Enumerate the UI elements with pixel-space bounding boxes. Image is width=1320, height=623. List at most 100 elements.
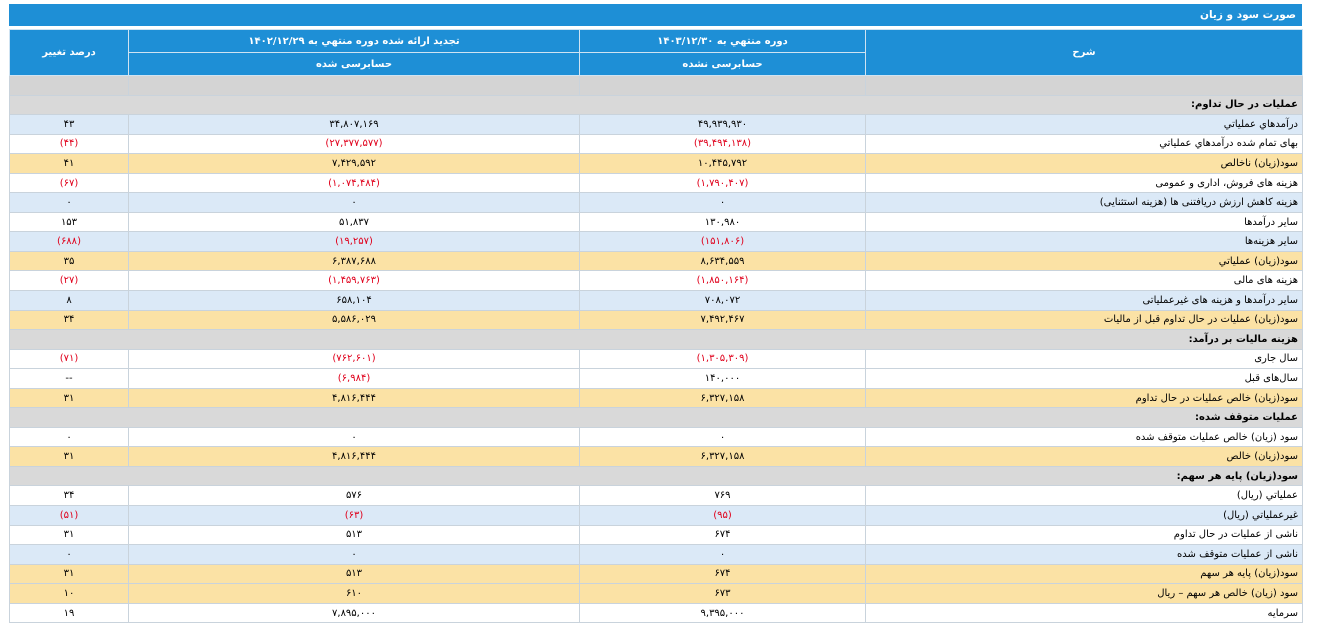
current-value: ۷۶۹ [579,485,866,507]
row-label: ناشی از عملیات در حال تداوم [865,524,1303,546]
current-value: (۱,۸۵۰,۱۶۴) [579,270,866,292]
row-label: سود (زيان) خالص هر سهم – ريال [865,583,1303,604]
change-percent: ۳۱ [9,563,129,585]
current-value: ۷۰۸,۰۷۲ [579,290,866,311]
spacer-row [9,75,1303,96]
change-percent: (۶۷) [9,172,129,194]
row-label: غيرعملياتي (ريال) [865,505,1303,526]
change-percent: (۵۱) [9,505,129,526]
current-value: ۰ [579,544,866,565]
change-percent: -- [9,368,129,389]
table-row: ساير درآمدها و هزينه هاى غيرعملياتى ۷۰۸,۰… [9,290,1303,311]
change-percent: (۶۸۸) [9,231,129,252]
panel-title: صورت سود و زیان [9,4,1302,29]
previous-value: ۶۵۸,۱۰۴ [128,290,580,311]
col-header-pct: درصد تغییر [9,29,129,76]
section-header-row: هزینه ماليات بر درآمد: [9,329,1303,350]
change-percent: ۴۳ [9,114,129,135]
table-row: سود(زيان) عمليات در حال تداوم قبل از مال… [9,309,1303,331]
col-header-current: دوره منتهي به ۱۴۰۳/۱۲/۳۰ [579,29,866,53]
section-title: هزینه ماليات بر درآمد: [9,329,1303,350]
change-percent: (۷۱) [9,348,129,370]
current-value: ۶۷۳ [579,583,866,604]
current-value: ۷,۴۹۲,۴۶۷ [579,309,866,331]
table-row: ساير درآمدها ۱۳۰,۹۸۰ ۵۱,۸۳۷ ۱۵۳ [9,211,1303,233]
previous-value: ۷,۴۲۹,۵۹۲ [128,153,580,174]
previous-audit-status: حسابرسی شده [128,52,580,76]
income-statement-table: شرح دوره منتهي به ۱۴۰۳/۱۲/۳۰ تجدید ارائه… [9,29,1303,623]
income-statement-panel: صورت سود و زیان شرح دوره منتهي به ۱۴۰۳/۱… [9,4,1303,623]
current-value: (۱۵۱,۸۰۶) [579,231,866,252]
previous-value: ۵۱,۸۳۷ [128,211,580,233]
previous-value: (۱۹,۲۵۷) [128,231,580,252]
current-value: ۶۷۴ [579,524,866,546]
previous-value: ۵,۵۸۶,۰۲۹ [128,309,580,331]
row-label: سال‌های قبل [865,368,1303,389]
table-row: عملياتي (ريال) ۷۶۹ ۵۷۶ ۳۴ [9,485,1303,507]
previous-value: ۰ [128,544,580,565]
section-title: سود(زيان) پايه هر سهم: [9,465,1303,487]
previous-value: ۷,۸۹۵,۰۰۰ [128,602,580,623]
table-row: سایر هزینه‌ها (۱۵۱,۸۰۶) (۱۹,۲۵۷) (۶۸۸) [9,231,1303,252]
current-value: ۶,۳۲۷,۱۵۸ [579,387,866,409]
row-label: ساير درآمدها [865,211,1303,233]
current-value: (۱,۷۹۰,۴۰۷) [579,172,866,194]
current-value: (۹۵) [579,505,866,526]
table-row: سال‌های قبل ۱۴۰,۰۰۰ (۶,۹۸۴) -- [9,368,1303,389]
row-label: سایر هزینه‌ها [865,231,1303,252]
current-value: ۶,۳۲۷,۱۵۸ [579,446,866,467]
table-row: سود (زيان) خالص هر سهم – ريال ۶۷۳ ۶۱۰ ۱۰ [9,583,1303,604]
current-value: (۱,۳۰۵,۳۰۹) [579,348,866,370]
previous-value: ۳۴,۸۰۷,۱۶۹ [128,114,580,135]
previous-value: ۵۱۳ [128,524,580,546]
row-label: بهاى تمام شده درآمدهاي عملياتي [865,133,1303,155]
row-label: سود(زيان) عملياتي [865,250,1303,272]
row-label: عملياتي (ريال) [865,485,1303,507]
current-value: ۶۷۴ [579,563,866,585]
row-label: سود(زيان) خالص عمليات در حال تداوم [865,387,1303,409]
current-value: ۱۰,۴۴۵,۷۹۲ [579,153,866,174]
table-row: هزینه هاى فروش، ادارى و عمومى (۱,۷۹۰,۴۰۷)… [9,172,1303,194]
col-header-previous: تجدید ارائه شده دوره منتهي به ۱۴۰۲/۱۲/۲۹ [128,29,580,53]
previous-value: ۶۱۰ [128,583,580,604]
current-value: (۳۹,۴۹۴,۱۳۸) [579,133,866,155]
row-label: هزینه هاى فروش، ادارى و عمومى [865,172,1303,194]
change-percent: (۲۷) [9,270,129,292]
table-row: سود(زيان) ناخالص ۱۰,۴۴۵,۷۹۲ ۷,۴۲۹,۵۹۲ ۴۱ [9,153,1303,174]
table-row: غيرعملياتي (ريال) (۹۵) (۶۳) (۵۱) [9,505,1303,526]
previous-value: ۰ [128,426,580,448]
previous-value: (۲۷,۳۷۷,۵۷۷) [128,133,580,155]
previous-value: (۱,۰۷۴,۴۸۴) [128,172,580,194]
table-row: سود(زيان) عملياتي ۸,۶۳۴,۵۵۹ ۶,۳۸۷,۶۸۸ ۳۵ [9,250,1303,272]
table-row: سود (زيان) خالص عمليات متوقف شده ۰ ۰ ۰ [9,426,1303,448]
change-percent: ۸ [9,290,129,311]
table-row: سود(زيان) پايه هر سهم ۶۷۴ ۵۱۳ ۳۱ [9,563,1303,585]
change-percent: ۰ [9,426,129,448]
current-value: ۱۴۰,۰۰۰ [579,368,866,389]
change-percent: ۳۱ [9,524,129,546]
header-row: شرح دوره منتهي به ۱۴۰۳/۱۲/۳۰ تجدید ارائه… [9,29,1303,76]
change-percent: ۰ [9,192,129,213]
table-row: سال جاری (۱,۳۰۵,۳۰۹) (۷۶۲,۶۰۱) (۷۱) [9,348,1303,370]
change-percent: ۴۱ [9,153,129,174]
change-percent: ۳۵ [9,250,129,272]
section-header-row: عملیات در حال تداوم: [9,94,1303,116]
table-row: هزینه هاى مالى (۱,۸۵۰,۱۶۴) (۱,۴۵۹,۷۶۳) (۲۷) [9,270,1303,292]
current-value: ۸,۶۳۴,۵۵۹ [579,250,866,272]
row-label: درآمدهاي عملياتي [865,114,1303,135]
table-row: درآمدهاي عملياتي ۴۹,۹۳۹,۹۳۰ ۳۴,۸۰۷,۱۶۹ ۴۳ [9,114,1303,135]
table-row: سود(زيان) خالص عمليات در حال تداوم ۶,۳۲۷,… [9,387,1303,409]
col-header-desc: شرح [865,29,1303,76]
table-row: ناشی از عملیات متوقف شده ۰ ۰ ۰ [9,544,1303,565]
row-label: سرمايه [865,602,1303,623]
table-row: سود(زيان) خالص ۶,۳۲۷,۱۵۸ ۴,۸۱۶,۴۴۴ ۳۱ [9,446,1303,467]
section-title: عملیات متوقف شده: [9,407,1303,428]
current-value: ۰ [579,426,866,448]
section-header-row: عملیات متوقف شده: [9,407,1303,428]
row-label: سود(زيان) عمليات در حال تداوم قبل از مال… [865,309,1303,331]
change-percent: ۱۹ [9,602,129,623]
change-percent: ۱۰ [9,583,129,604]
previous-value: (۷۶۲,۶۰۱) [128,348,580,370]
change-percent: ۳۴ [9,485,129,507]
previous-value: (۶,۹۸۴) [128,368,580,389]
